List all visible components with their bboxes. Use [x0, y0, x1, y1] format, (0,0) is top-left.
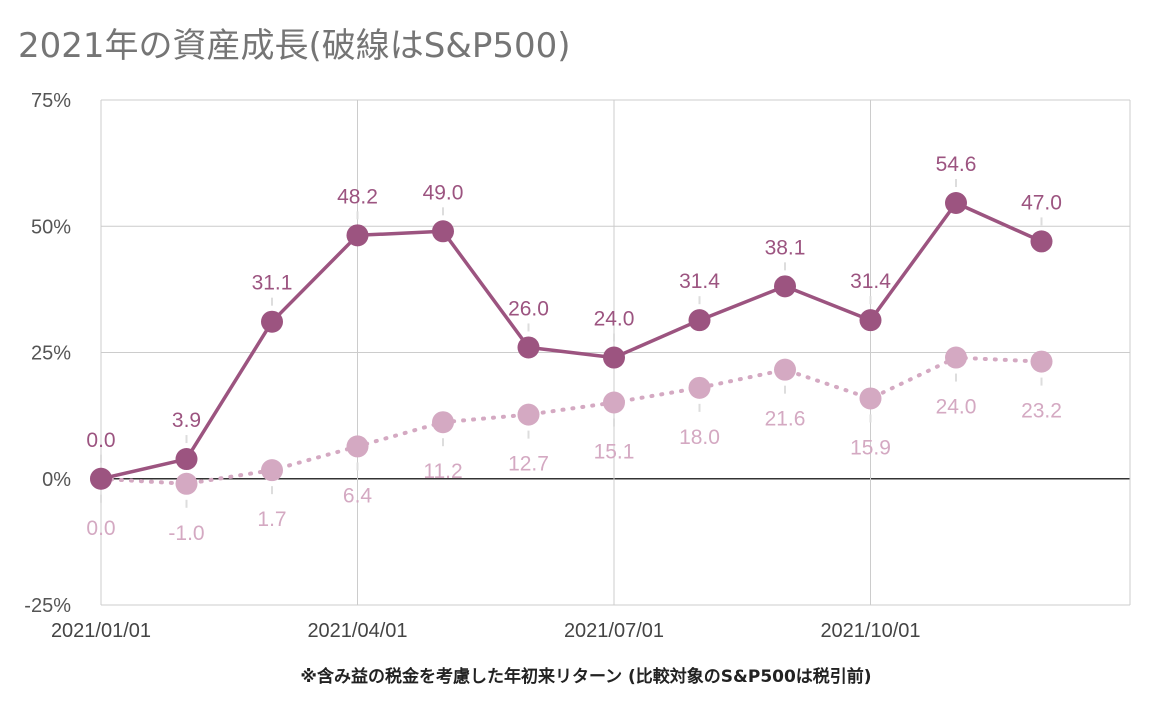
- asset-data-label: 26.0: [508, 297, 549, 320]
- sp500-data-label: 23.2: [1021, 400, 1062, 423]
- sp500-point: [1030, 350, 1053, 373]
- sp500-point: [945, 346, 967, 369]
- asset-data-label: 31.1: [252, 272, 293, 295]
- chart-footnote: ※含み益の税金を考慮した年初来リターン (比較対象のS&P500は税引前): [300, 667, 872, 687]
- axes: 75% 50% 25% 0% -25% 2021/01/01 2021/04/01 2021/…: [24, 90, 920, 642]
- asset-data-label: 38.1: [765, 236, 806, 259]
- sp500-point: [774, 358, 796, 381]
- asset-point: [1030, 230, 1053, 253]
- sp500-data-label: -1.0: [168, 522, 204, 545]
- asset-data-label: 48.2: [337, 185, 378, 208]
- asset-data-label: 47.0: [1021, 191, 1062, 214]
- asset-point: [603, 346, 625, 369]
- sp500-data-label: 24.0: [936, 396, 977, 419]
- asset-point: [688, 309, 711, 332]
- asset-point: [859, 309, 882, 332]
- sp500-data-label: 21.6: [765, 408, 806, 431]
- asset-point: [90, 467, 112, 490]
- sp500-line: [99, 355, 1044, 486]
- chart-title: 2021年の資産成長(破線はS&P500): [18, 26, 571, 66]
- sp500-data-label: 12.7: [508, 453, 549, 476]
- asset-point: [517, 336, 540, 359]
- asset-data-label: 54.6: [936, 153, 977, 176]
- x-tick-label: 2021/07/01: [564, 620, 664, 642]
- asset-point: [261, 310, 283, 333]
- data-labels: 0.0 3.9 31.1 48.2 49.0 26.0 24.0 31.4 38.1 31.4 54…: [86, 153, 1062, 545]
- sp500-data-label: 15.1: [594, 440, 635, 463]
- asset-data-label: 49.0: [423, 181, 464, 204]
- y-tick-label: 25%: [31, 343, 71, 365]
- sp500-data-label: 0.0: [86, 517, 115, 540]
- x-tick-label: 2021/10/01: [820, 620, 920, 642]
- asset-data-label: 31.4: [679, 270, 720, 293]
- sp500-point: [261, 459, 283, 482]
- series: [90, 192, 1053, 495]
- sp500-data-label: 6.4: [343, 484, 373, 507]
- asset-data-label: 0.0: [86, 429, 115, 452]
- sp500-data-label: 1.7: [257, 508, 286, 531]
- sp500-data-label: 11.2: [423, 460, 462, 483]
- asset-line: [99, 201, 1044, 481]
- x-tick-label: 2021/04/01: [307, 620, 407, 642]
- y-tick-label: 0%: [42, 469, 71, 491]
- asset-point: [175, 448, 198, 471]
- asset-point: [346, 224, 369, 247]
- sp500-point: [603, 391, 625, 414]
- asset-point: [432, 220, 454, 243]
- sp500-point: [175, 472, 198, 495]
- sp500-data-label: 18.0: [679, 426, 720, 449]
- sp500-point: [432, 411, 454, 434]
- asset-point: [945, 192, 967, 215]
- asset-data-label: 3.9: [172, 409, 201, 432]
- asset-data-label: 31.4: [850, 270, 891, 293]
- sp500-data-label: 15.9: [850, 436, 891, 459]
- sp500-point: [688, 376, 711, 399]
- y-tick-label: -25%: [24, 595, 71, 617]
- sp500-point: [346, 435, 369, 458]
- asset-point: [774, 275, 796, 298]
- y-tick-label: 50%: [31, 216, 71, 238]
- asset-data-label: 24.0: [594, 308, 635, 331]
- y-tick-label: 75%: [31, 90, 71, 112]
- sp500-point: [859, 387, 882, 410]
- x-tick-label: 2021/01/01: [51, 620, 151, 642]
- sp500-point: [517, 403, 540, 426]
